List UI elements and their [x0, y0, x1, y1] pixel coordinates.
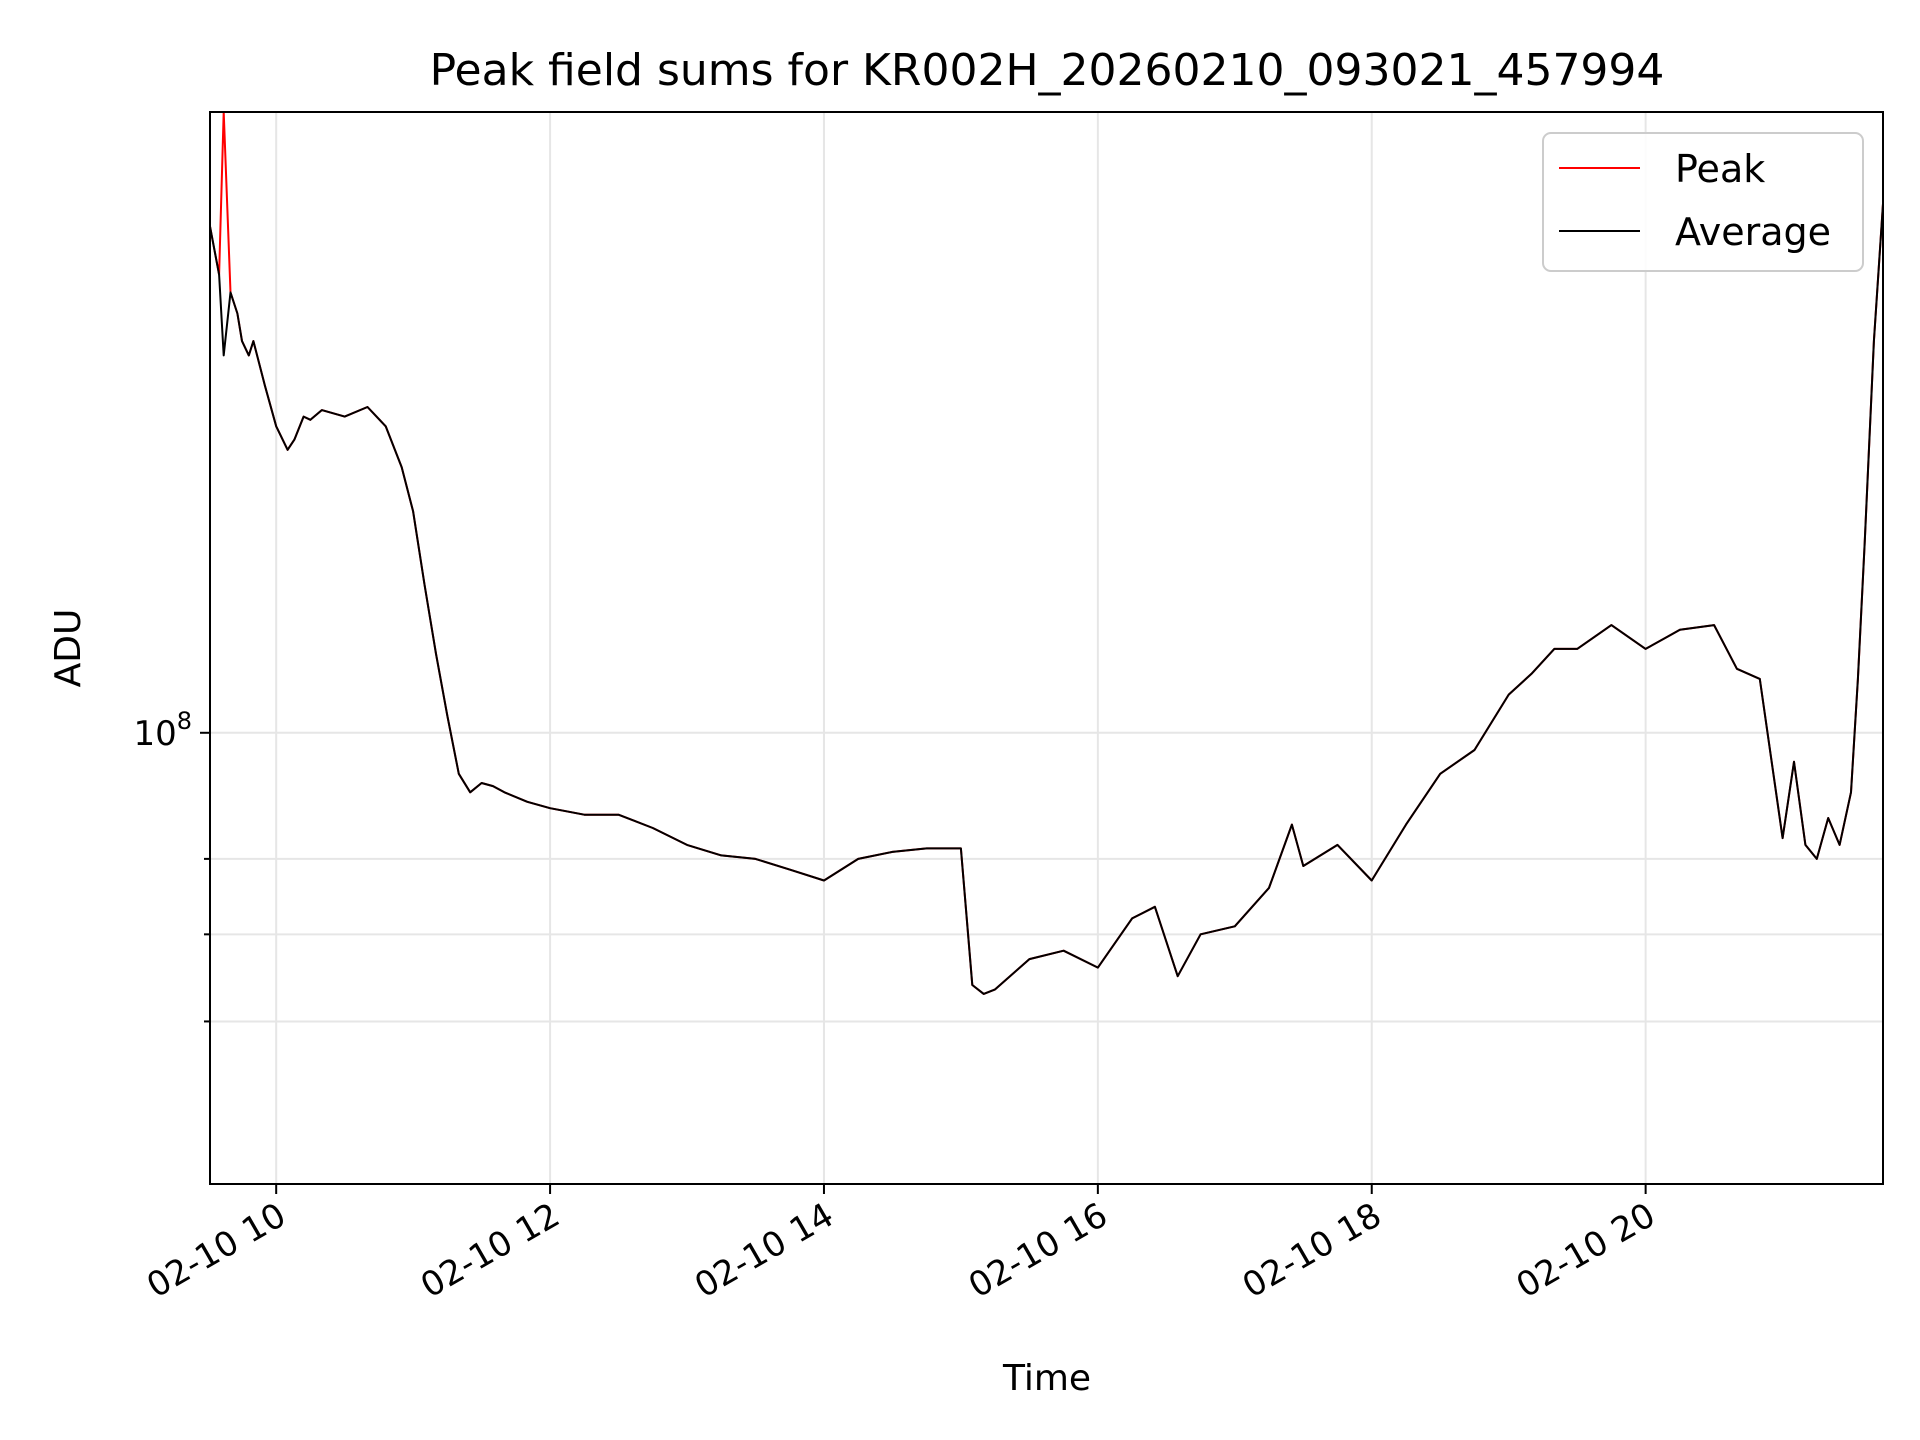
x-axis-title: Time [1002, 1358, 1091, 1399]
series-layer [210, 112, 1883, 995]
y-tick-label-base: 10 [133, 714, 176, 754]
legend: Peak Average [1542, 132, 1864, 272]
plot-frame [209, 111, 1884, 1185]
legend-label-peak: Peak [1675, 147, 1765, 191]
legend-label-average: Average [1675, 210, 1831, 254]
y-tick-label: 108 [133, 707, 192, 754]
series-line-average [210, 203, 1883, 995]
chart-title: Peak field sums for KR002H_20260210_0930… [430, 45, 1665, 96]
y-tick-label-exponent: 8 [177, 707, 192, 735]
y-axis-title: ADU [48, 609, 89, 688]
